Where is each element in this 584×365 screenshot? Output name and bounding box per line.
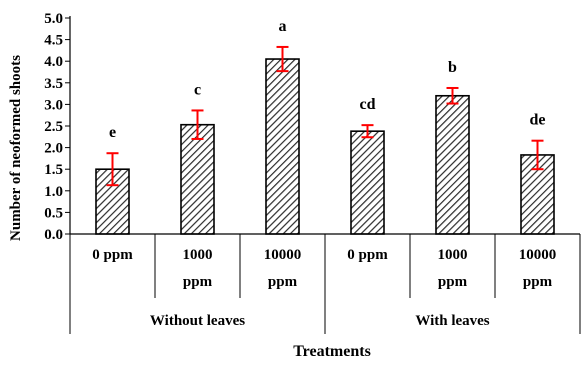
- y-tick-label: 4.5: [44, 33, 63, 49]
- x-category-labels: 0 ppm 1000 ppm 10000 ppm 0 ppm 1000 ppm 10000 ppm…: [92, 247, 556, 329]
- x-tick-label: ppm: [183, 274, 213, 290]
- x-axis-title: Treatments: [293, 343, 371, 360]
- y-axis-title: Number of neoformed shoots: [8, 55, 24, 241]
- group-label: Without leaves: [150, 313, 245, 329]
- bar: [180, 123, 215, 235]
- x-tick-label: ppm: [523, 274, 553, 290]
- bar: [350, 130, 385, 235]
- y-tick-label: 2.0: [44, 141, 63, 157]
- y-tick-label: 1.5: [44, 162, 63, 178]
- x-tick-label: 0 ppm: [92, 247, 133, 263]
- y-tick-label: 0.5: [44, 205, 63, 221]
- significance-letter: c: [194, 81, 201, 98]
- y-tick-label: 5.0: [44, 11, 63, 27]
- bars-layer: e c a cd b de: [95, 18, 555, 235]
- y-tick-label: 3.0: [44, 97, 63, 113]
- y-tick-label: 2.5: [44, 119, 63, 135]
- x-tick-label: 1000: [438, 247, 468, 263]
- y-tick-label: 3.5: [44, 76, 63, 92]
- x-tick-label: ppm: [268, 274, 298, 290]
- significance-letter: b: [448, 59, 457, 76]
- x-tick-label: 1000: [183, 247, 213, 263]
- group-label: With leaves: [415, 313, 489, 329]
- x-tick-label: ppm: [438, 274, 468, 290]
- y-tick-label: 1.0: [44, 184, 63, 200]
- x-tick-label: 10000: [264, 247, 302, 263]
- x-tick-label: 0 ppm: [347, 247, 388, 263]
- significance-letter: de: [530, 112, 546, 129]
- bar: [265, 58, 300, 235]
- y-axis-ticks: 0.0 0.5 1.0 1.5 2.0 2.5 3.0 3.5 4.0 4.5 5.0: [44, 11, 70, 243]
- y-tick-label: 4.0: [44, 54, 63, 70]
- y-tick-label: 0.0: [44, 227, 63, 243]
- significance-letter: a: [279, 18, 287, 35]
- significance-letter: cd: [360, 96, 376, 113]
- significance-letter: e: [109, 124, 116, 141]
- axes-layer: [69, 16, 581, 334]
- bar: [435, 94, 470, 235]
- x-tick-label: 10000: [519, 247, 557, 263]
